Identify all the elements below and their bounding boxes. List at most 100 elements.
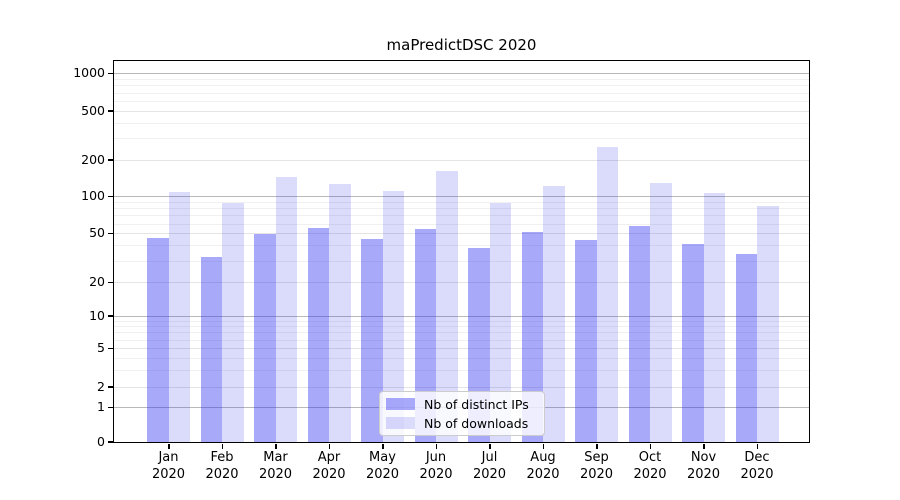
y-tick-label-50: 50 xyxy=(89,225,105,241)
chart-title: maPredictDSC 2020 xyxy=(386,36,537,54)
x-tick-label-oct: Oct 2020 xyxy=(633,450,667,482)
x-tick xyxy=(542,443,544,449)
plot-area xyxy=(113,60,810,444)
x-tick xyxy=(168,443,170,449)
legend-swatch-distinct-ips xyxy=(386,398,415,410)
bar-distinct-ips-nov xyxy=(682,243,704,444)
y-tick xyxy=(108,110,113,112)
bar-distinct-ips-may xyxy=(361,238,383,444)
y-tick xyxy=(108,232,113,235)
bar-downloads-nov xyxy=(703,192,725,444)
x-tick xyxy=(596,443,598,449)
y-tick-label-1000: 1000 xyxy=(73,65,105,81)
bar-distinct-ips-feb xyxy=(200,257,222,444)
y-tick xyxy=(108,159,113,161)
gridline-minor xyxy=(113,332,810,334)
y-tick-label-100: 100 xyxy=(81,188,105,204)
x-tick-label-aug: Aug 2020 xyxy=(526,450,560,482)
bar-distinct-ips-sep xyxy=(575,240,597,444)
bar-distinct-ips-mar xyxy=(254,234,276,444)
y-tick xyxy=(108,347,113,350)
gridline-minor xyxy=(113,122,810,124)
legend: Nb of distinct IPs Nb of downloads xyxy=(379,391,545,436)
y-tick xyxy=(108,386,113,388)
bar-downloads-may xyxy=(382,191,404,444)
bar-downloads-aug xyxy=(543,185,565,444)
gridline-minor xyxy=(113,215,810,217)
x-tick-label-jun: Jun 2020 xyxy=(419,450,453,482)
gridline-minor xyxy=(113,85,810,87)
gridline-minor xyxy=(113,92,810,94)
y-tick-label-10: 10 xyxy=(89,307,105,323)
gridline-major xyxy=(113,73,810,75)
x-tick xyxy=(489,443,491,449)
y-tick-label-5: 5 xyxy=(97,340,105,356)
y-tick-label-1: 1 xyxy=(97,399,105,415)
gridline xyxy=(113,233,810,235)
x-tick-label-jan: Jan 2020 xyxy=(151,450,186,482)
y-tick-label-0: 0 xyxy=(97,433,105,449)
legend-entry-distinct-ips: Nb of distinct IPs xyxy=(386,396,536,412)
gridline-minor xyxy=(113,260,810,262)
x-tick-label-nov: Nov 2020 xyxy=(686,450,721,482)
gridline-major xyxy=(113,315,810,317)
x-tick xyxy=(703,443,705,449)
gridline xyxy=(113,348,810,350)
bar-distinct-ips-dec xyxy=(735,253,757,444)
gridline-minor xyxy=(113,357,810,359)
gridline-minor xyxy=(113,100,810,102)
x-tick-label-apr: Apr 2020 xyxy=(312,450,346,482)
gridline xyxy=(113,110,810,112)
gridline-minor xyxy=(113,78,810,80)
gridline-minor xyxy=(113,208,810,210)
y-tick-label-200: 200 xyxy=(81,151,105,167)
gridline-major xyxy=(113,196,810,198)
gridline xyxy=(113,159,810,161)
y-tick-label-2: 2 xyxy=(97,378,105,394)
bar-downloads-feb xyxy=(222,203,244,444)
x-tick-label-jul: Jul 2020 xyxy=(472,450,507,482)
y-tick xyxy=(108,406,113,409)
bar-downloads-mar xyxy=(275,177,297,444)
x-tick xyxy=(382,443,384,449)
x-tick-label-mar: Mar 2020 xyxy=(258,450,293,482)
x-tick xyxy=(756,443,758,449)
gridline-minor xyxy=(113,320,810,322)
y-tick-label-500: 500 xyxy=(81,102,105,118)
x-tick-label-feb: Feb 2020 xyxy=(205,450,239,482)
bar-downloads-dec xyxy=(757,205,779,444)
x-tick-label-dec: Dec 2020 xyxy=(740,450,774,482)
y-tick xyxy=(108,195,113,198)
bar-downloads-oct xyxy=(650,183,672,444)
gridline-minor xyxy=(113,245,810,247)
legend-entry-downloads: Nb of downloads xyxy=(386,415,536,431)
x-tick-label-may: May 2020 xyxy=(365,450,400,482)
bar-distinct-ips-oct xyxy=(628,226,650,444)
y-tick xyxy=(108,72,113,75)
y-tick xyxy=(108,441,113,443)
legend-label-distinct-ips: Nb of distinct IPs xyxy=(424,396,529,412)
gridline xyxy=(113,386,810,388)
gridline-minor xyxy=(113,326,810,328)
bar-downloads-jul xyxy=(489,203,511,444)
gridline-minor xyxy=(113,138,810,140)
bar-downloads-apr xyxy=(329,183,351,444)
bar-distinct-ips-aug xyxy=(521,232,543,444)
gridline-minor xyxy=(113,369,810,371)
gridline-minor xyxy=(113,339,810,341)
y-tick xyxy=(108,281,113,284)
y-tick-label-20: 20 xyxy=(89,274,105,290)
bar-downloads-jun xyxy=(436,170,458,444)
bar-downloads-sep xyxy=(596,147,618,444)
legend-swatch-downloads xyxy=(386,417,415,429)
gridline-minor xyxy=(113,202,810,203)
x-tick-label-sep: Sep 2020 xyxy=(579,450,614,482)
x-tick xyxy=(275,443,277,449)
bar-distinct-ips-apr xyxy=(307,228,329,444)
legend-label-downloads: Nb of downloads xyxy=(424,415,529,431)
x-tick xyxy=(328,443,330,449)
x-tick xyxy=(649,443,651,449)
gridline xyxy=(113,282,810,284)
y-tick xyxy=(108,315,113,317)
